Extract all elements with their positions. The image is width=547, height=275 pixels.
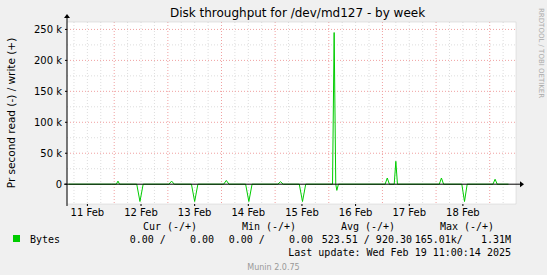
chart: 0 50 k 100 k 150 k 200 k 250 k 11 Feb 12 Feb 13 … (0, 0, 547, 275)
x-tick (87, 204, 88, 206)
summary-header: Cur (-/+) (143, 221, 197, 232)
minor-grid (355, 22, 356, 204)
major-grid (221, 22, 222, 204)
y-tick-label: 200 k (34, 55, 62, 66)
summary-cell: 523.51 / 920.30 (322, 234, 412, 245)
major-grid (489, 22, 490, 204)
major-grid (67, 91, 516, 92)
major-grid (436, 22, 437, 204)
y-tick-label: 250 k (34, 24, 62, 35)
legend-swatch (13, 235, 20, 242)
minor-grid (181, 22, 182, 204)
major-grid (67, 60, 516, 61)
y-tick-label: 100 k (34, 117, 62, 128)
summary-header: Max (-/+) (440, 221, 494, 232)
title: Disk throughput for /dev/md127 - by week (170, 6, 425, 20)
minor-grid (248, 22, 249, 204)
minor-grid (503, 22, 504, 204)
minor-grid (395, 22, 396, 204)
footer: Last update: Wed Feb 19 11:00:14 2025 (288, 247, 511, 258)
y-axis (67, 18, 68, 206)
minor-grid (462, 22, 463, 204)
minor-grid (67, 168, 516, 169)
x-tick (301, 204, 302, 206)
minor-grid (67, 44, 516, 45)
x-tick-label: 12 Feb (124, 207, 158, 218)
x-tick-label: 11 Feb (71, 207, 105, 218)
major-grid (275, 22, 276, 204)
x-tick-label: 18 Feb (446, 207, 480, 218)
minor-grid (261, 22, 262, 204)
summary-header: Min (-/+) (242, 221, 296, 232)
plot-marks (69, 33, 509, 202)
summary-cell: 165.01k/ 1.31M (415, 234, 511, 245)
minor-grid (342, 22, 343, 204)
x-tick (355, 204, 356, 206)
y-axis-arrow (64, 14, 70, 18)
major-grid (67, 153, 516, 154)
minor-grid (234, 22, 235, 204)
summary-header: Avg (-/+) (341, 221, 395, 232)
x-tick-label: 16 Feb (339, 207, 373, 218)
major-grid (167, 22, 168, 204)
background (0, 0, 547, 275)
minor-grid (288, 22, 289, 204)
minor-grid (87, 22, 88, 204)
x-tick (141, 204, 142, 206)
major-grid (67, 122, 516, 123)
series-line (69, 33, 509, 202)
minor-grid (476, 22, 477, 204)
x-tick (194, 204, 195, 206)
minor-grid (194, 22, 195, 204)
major-grid (382, 22, 383, 204)
x-axis (64, 184, 520, 185)
y-tick-label: 50 k (40, 148, 62, 159)
minor-grid (449, 22, 450, 204)
minor-grid (154, 22, 155, 204)
x-axis-arrow (520, 181, 524, 187)
plot-area (67, 22, 516, 204)
minor-grid (73, 22, 74, 204)
x-tick (462, 204, 463, 206)
credit: Munin 2.0.75 (247, 263, 299, 272)
x-tick (248, 204, 249, 206)
x-tick-label: 17 Feb (392, 207, 426, 218)
minor-grid (369, 22, 370, 204)
x-tick (409, 204, 410, 206)
minor-grid (67, 106, 516, 107)
plot-frame (67, 22, 516, 204)
minor-grid (409, 22, 410, 204)
major-grid (114, 22, 115, 204)
x-tick-label: 14 Feb (232, 207, 266, 218)
major-grid (67, 29, 516, 30)
minor-grid (422, 22, 423, 204)
minor-grid (100, 22, 101, 204)
minor-grid (141, 22, 142, 204)
minor-grid (301, 22, 302, 204)
x-tick-label: 15 Feb (285, 207, 319, 218)
y-label: Pr second read (-) / write (+) (5, 38, 17, 189)
x-tick-label: 13 Feb (178, 207, 212, 218)
minor-grid (315, 22, 316, 204)
summary-cell: 0.00 / 0.00 (229, 234, 313, 245)
minor-grid (127, 22, 128, 204)
minor-grid (67, 137, 516, 138)
major-grid (328, 22, 329, 204)
minor-grid (208, 22, 209, 204)
summary-cell: 0.00 / 0.00 (130, 234, 214, 245)
minor-grid (67, 75, 516, 76)
y-tick-label: 0 (56, 179, 62, 190)
legend-label: Bytes (30, 234, 60, 245)
y-tick-label: 150 k (34, 86, 62, 97)
watermark: RRDTOOL / TOBI OETIKER (537, 8, 545, 98)
